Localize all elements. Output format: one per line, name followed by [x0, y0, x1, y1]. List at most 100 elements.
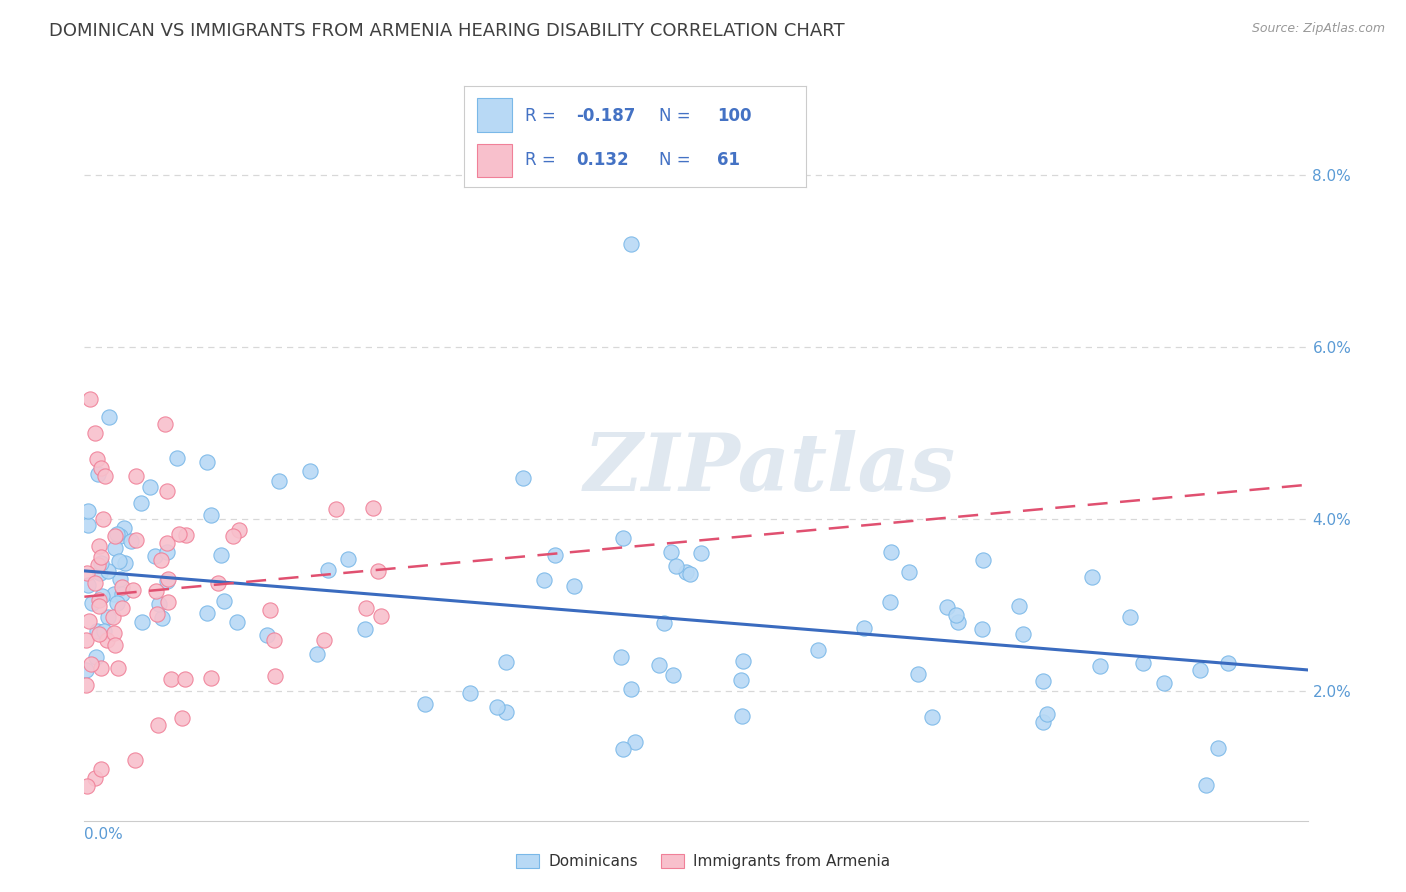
- Point: [93, 469, 115, 483]
- Point: [125, 533, 148, 548]
- Point: [131, 615, 153, 629]
- Point: [495, 655, 517, 669]
- Point: [907, 666, 929, 681]
- Point: [897, 565, 920, 579]
- Point: [946, 615, 969, 629]
- Point: [146, 607, 169, 621]
- Point: [87, 627, 110, 641]
- Point: [170, 711, 193, 725]
- Point: [733, 654, 755, 668]
- Point: [620, 236, 643, 251]
- Point: [1188, 663, 1211, 677]
- Point: [87, 558, 110, 573]
- Point: [83, 426, 105, 441]
- Point: [495, 705, 517, 719]
- Point: [90, 460, 112, 475]
- Point: [160, 672, 183, 686]
- Point: [150, 552, 173, 566]
- Point: [97, 610, 120, 624]
- Point: [370, 608, 392, 623]
- Text: DOMINICAN VS IMMIGRANTS FROM ARMENIA HEARING DISABILITY CORRELATION CHART: DOMINICAN VS IMMIGRANTS FROM ARMENIA HEA…: [49, 22, 845, 40]
- Point: [83, 771, 105, 785]
- Point: [263, 632, 285, 647]
- Point: [156, 545, 179, 559]
- Point: [174, 528, 197, 542]
- Point: [105, 527, 128, 541]
- Point: [354, 601, 377, 615]
- Point: [114, 557, 136, 571]
- Point: [157, 572, 180, 586]
- Point: [325, 502, 347, 516]
- Point: [79, 392, 101, 406]
- Point: [207, 576, 229, 591]
- Point: [228, 523, 250, 537]
- Point: [226, 615, 249, 630]
- Point: [156, 595, 179, 609]
- Point: [125, 469, 148, 483]
- Point: [314, 633, 336, 648]
- Point: [460, 686, 482, 700]
- Point: [413, 698, 436, 712]
- Point: [214, 594, 236, 608]
- Point: [80, 596, 103, 610]
- Point: [87, 539, 110, 553]
- Point: [1132, 656, 1154, 670]
- Point: [730, 673, 752, 687]
- Point: [101, 609, 124, 624]
- Point: [512, 471, 534, 485]
- Point: [96, 632, 118, 647]
- Point: [1206, 741, 1229, 756]
- Point: [648, 658, 671, 673]
- Point: [730, 709, 752, 723]
- Point: [533, 573, 555, 587]
- Point: [107, 554, 129, 568]
- Point: [267, 475, 290, 489]
- Point: [609, 649, 631, 664]
- Point: [256, 628, 278, 642]
- Point: [167, 526, 190, 541]
- Point: [935, 599, 957, 614]
- Point: [689, 546, 711, 560]
- Point: [200, 671, 222, 685]
- Point: [679, 567, 702, 582]
- Point: [259, 602, 281, 616]
- Point: [1032, 674, 1054, 689]
- Point: [612, 531, 634, 545]
- Point: [90, 556, 112, 570]
- Point: [93, 512, 115, 526]
- Point: [90, 661, 112, 675]
- Point: [124, 753, 146, 767]
- Point: [89, 592, 111, 607]
- Point: [97, 410, 120, 425]
- Point: [305, 647, 328, 661]
- Point: [103, 626, 125, 640]
- Point: [93, 624, 115, 638]
- Point: [148, 597, 170, 611]
- Point: [139, 480, 162, 494]
- Point: [156, 483, 179, 498]
- Text: 0.0%: 0.0%: [84, 827, 124, 842]
- Point: [654, 616, 676, 631]
- Point: [367, 564, 389, 578]
- Point: [921, 710, 943, 724]
- Point: [153, 417, 176, 431]
- Point: [83, 576, 105, 591]
- Point: [316, 563, 339, 577]
- Legend: Dominicans, Immigrants from Armenia: Dominicans, Immigrants from Armenia: [510, 848, 896, 875]
- Point: [264, 669, 287, 683]
- Point: [77, 614, 100, 628]
- Point: [107, 596, 129, 610]
- Point: [75, 678, 97, 692]
- Point: [75, 633, 97, 648]
- Point: [103, 587, 125, 601]
- Point: [129, 496, 152, 510]
- Point: [543, 548, 565, 562]
- Point: [90, 589, 112, 603]
- Point: [485, 700, 508, 714]
- Point: [121, 582, 143, 597]
- Point: [620, 682, 643, 697]
- Point: [84, 649, 107, 664]
- Point: [361, 500, 384, 515]
- Point: [86, 624, 108, 639]
- Point: [222, 528, 245, 542]
